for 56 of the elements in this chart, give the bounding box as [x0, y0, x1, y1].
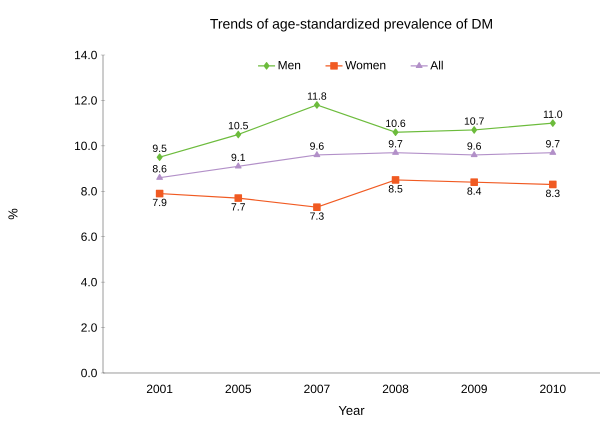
legend-label: Men [278, 60, 300, 70]
point [549, 148, 556, 155]
data-label: 9.6 [467, 142, 481, 150]
x-tick-label: 2008 [382, 384, 408, 394]
x-tick-label: 2009 [461, 384, 487, 394]
data-label: 8.4 [467, 187, 482, 195]
data-label: 9.7 [388, 140, 402, 148]
y-tick-label: 0.0 [81, 368, 97, 378]
data-label: 11.8 [308, 92, 326, 100]
point [234, 194, 242, 202]
data-label: 8.5 [388, 185, 402, 193]
y-tick-label: 2.0 [81, 323, 97, 332]
point [314, 101, 320, 109]
point [549, 180, 557, 188]
x-tick-label: 2010 [540, 384, 566, 394]
data-label: 9.1 [231, 154, 246, 162]
point [471, 126, 478, 134]
data-label: 7.9 [152, 198, 166, 206]
data-label: 10.6 [386, 120, 406, 128]
data-label: 8.6 [152, 165, 166, 172]
data-label: 9.6 [310, 142, 324, 150]
data-label: 7.7 [232, 203, 245, 210]
y-tick-label: 10.0 [74, 142, 97, 150]
y-tick-label: 14.0 [74, 50, 97, 60]
point [470, 151, 478, 158]
data-label: 9.5 [152, 144, 166, 152]
data-label: 11.0 [544, 110, 562, 118]
y-axis-title: % [8, 208, 18, 220]
point [313, 203, 321, 211]
point [470, 178, 478, 186]
point [314, 151, 320, 158]
point [156, 190, 164, 198]
point [392, 148, 399, 155]
point [234, 162, 242, 168]
data-label: 10.7 [464, 117, 484, 125]
x-tick-label: 2001 [146, 384, 172, 394]
data-label: 10.5 [228, 122, 248, 130]
data-label: 8.3 [546, 190, 560, 198]
point [156, 153, 163, 161]
y-tick-label: 4.0 [81, 278, 97, 286]
legend-label: All [430, 60, 443, 70]
data-label: 7.3 [310, 212, 324, 220]
point [156, 174, 163, 180]
point [550, 119, 556, 127]
legend-label: Women [345, 60, 386, 70]
y-tick-label: 8.0 [81, 187, 97, 196]
y-tick-label: 12.0 [74, 96, 97, 105]
y-tick-label: 6.0 [81, 232, 97, 241]
x-tick-label: 2005 [226, 384, 252, 394]
data-label: 9.7 [546, 140, 560, 148]
point [392, 128, 399, 136]
point [235, 130, 242, 138]
x-tick-label: 2007 [304, 384, 330, 394]
x-axis-title: Year [338, 406, 364, 415]
point [392, 176, 400, 184]
chart-title: Trends of age-standardized prevalence of DM [210, 18, 492, 32]
